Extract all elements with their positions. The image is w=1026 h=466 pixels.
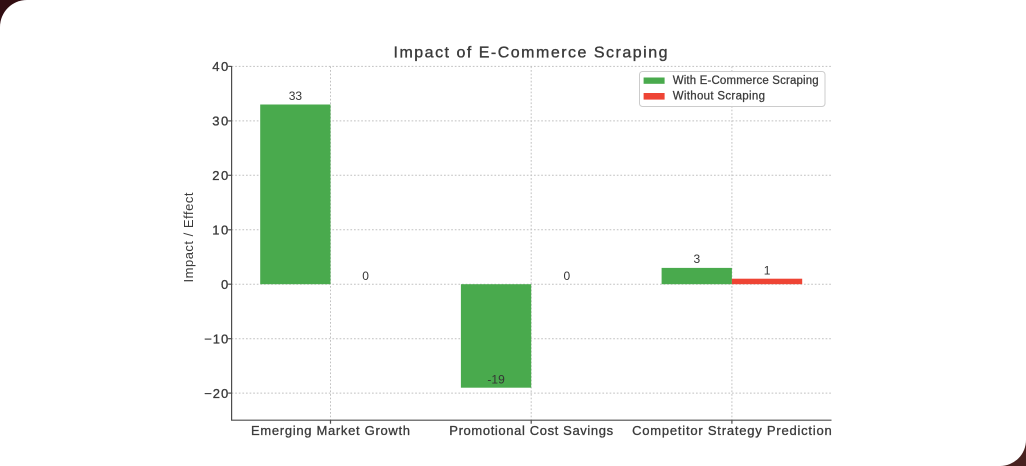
svg-text:20: 20 [212, 168, 228, 183]
svg-text:1: 1 [764, 264, 771, 278]
svg-text:Impact of E-Commerce Scraping: Impact of E-Commerce Scraping [394, 45, 668, 62]
svg-text:33: 33 [289, 89, 303, 103]
svg-text:0: 0 [362, 269, 369, 283]
svg-text:10: 10 [212, 223, 228, 238]
svg-text:30: 30 [212, 114, 228, 129]
svg-text:With E-Commerce Scraping: With E-Commerce Scraping [673, 75, 819, 87]
svg-text:Without Scraping: Without Scraping [673, 90, 765, 102]
svg-text:0: 0 [563, 269, 570, 283]
svg-text:-19: -19 [487, 373, 505, 387]
svg-text:Emerging Market Growth: Emerging Market Growth [251, 423, 410, 438]
svg-text:−10: −10 [204, 331, 228, 346]
svg-text:3: 3 [693, 252, 700, 266]
svg-text:−20: −20 [204, 386, 228, 401]
svg-text:Impact / Effect: Impact / Effect [181, 192, 196, 282]
svg-text:Competitor Strategy Prediction: Competitor Strategy Prediction [632, 423, 832, 438]
svg-text:Promotional Cost Savings: Promotional Cost Savings [449, 423, 613, 438]
svg-text:0: 0 [221, 277, 228, 292]
svg-text:40: 40 [212, 59, 228, 74]
